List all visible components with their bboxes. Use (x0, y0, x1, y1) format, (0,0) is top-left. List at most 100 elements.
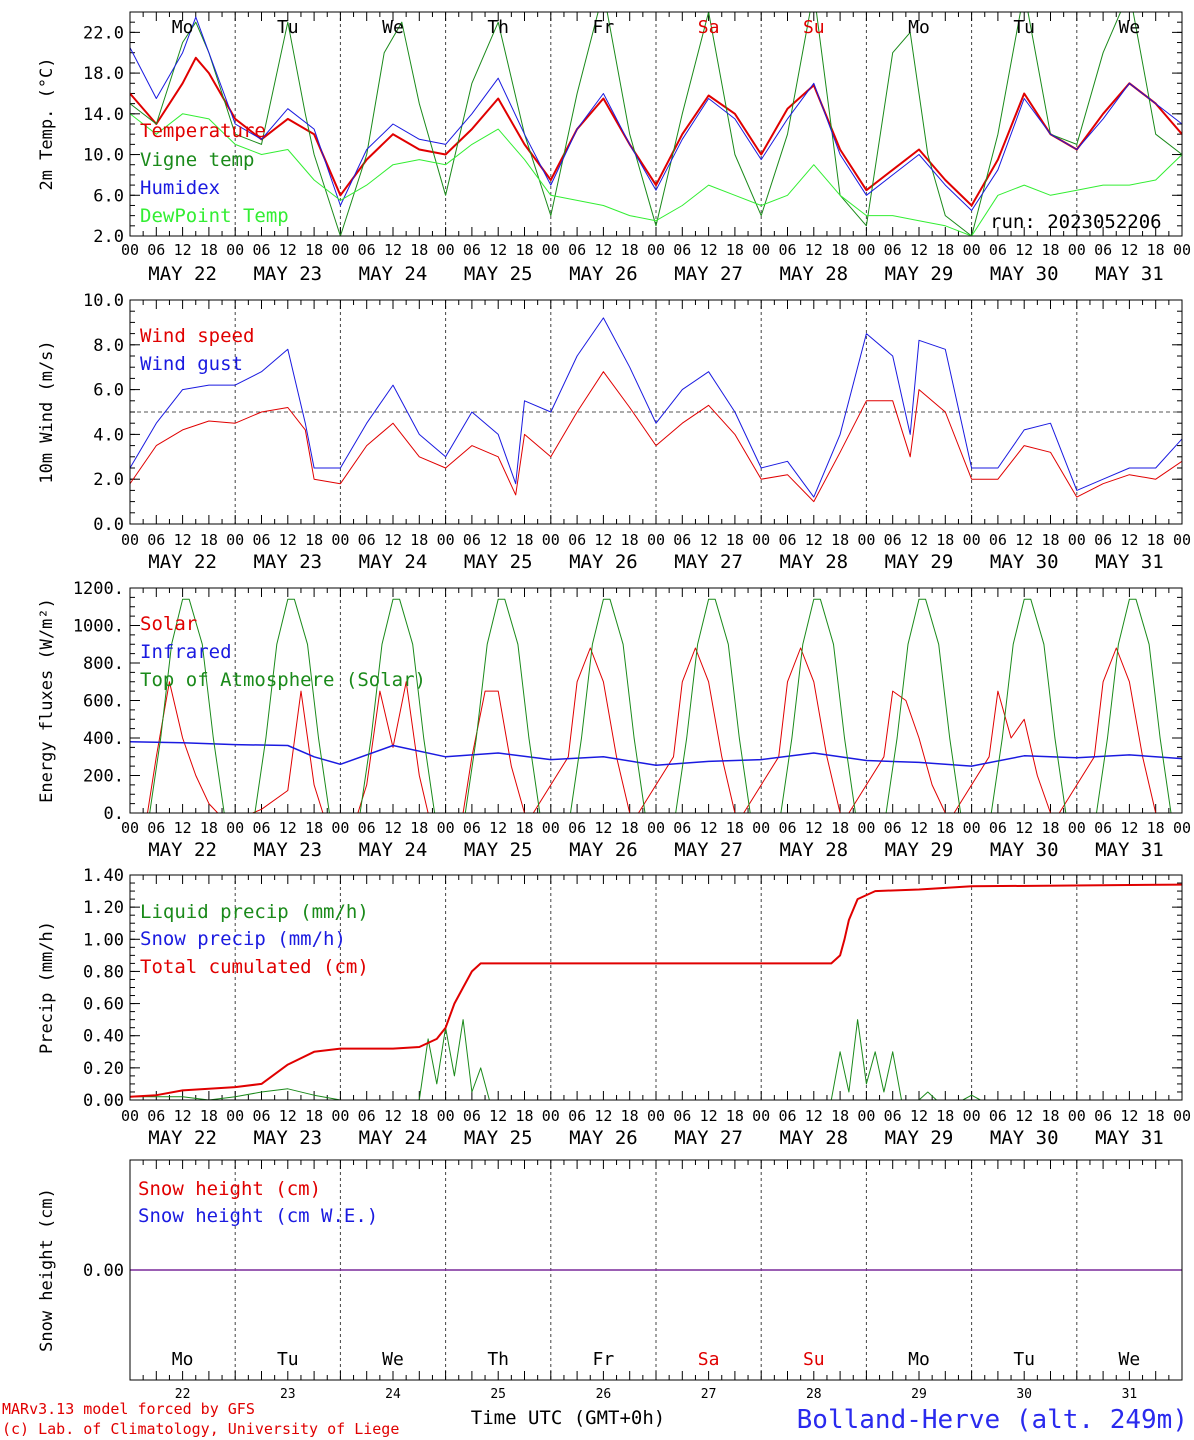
legend-entry: Wind gust (140, 353, 243, 375)
hour-tick-label: 00 (331, 1107, 349, 1125)
hour-tick-label: 00 (857, 819, 875, 837)
date-label: MAY 29 (885, 839, 954, 861)
hour-tick-label: 00 (752, 531, 770, 549)
hour-tick-label: 18 (515, 241, 533, 259)
day-of-week-label: Fr (593, 17, 615, 38)
panel-frame (129, 587, 1183, 814)
legend-entry: Snow height (cm W.E.) (138, 1205, 378, 1227)
hour-tick-label: 12 (700, 241, 718, 259)
hour-tick-label: 00 (437, 1107, 455, 1125)
date-label: MAY 25 (464, 839, 533, 861)
y-tick-label: 6.0 (93, 186, 124, 206)
date-label: MAY 28 (779, 263, 848, 285)
hour-tick-label: 12 (805, 531, 823, 549)
series-line-vigne-temp (130, 12, 1182, 236)
day-of-week-label: Th (487, 1349, 509, 1370)
date-label: MAY 31 (1095, 1127, 1164, 1149)
day-of-week-label: Sa (698, 1349, 720, 1370)
hour-tick-label: 06 (989, 819, 1007, 837)
run-label: run: 2023052206 (990, 211, 1162, 233)
hour-tick-label: 00 (647, 1107, 665, 1125)
hour-tick-label: 06 (147, 1107, 165, 1125)
date-label: MAY 23 (253, 551, 322, 573)
hour-tick-label: 00 (857, 1107, 875, 1125)
series-line-top-of-atmosphere-solar (130, 598, 1182, 813)
day-number-label: 22 (175, 1387, 191, 1402)
y-tick-label: 2.0 (93, 227, 124, 247)
hour-tick-label: 06 (1094, 531, 1112, 549)
hour-tick-label: 06 (252, 1107, 270, 1125)
hour-tick-label: 00 (331, 819, 349, 837)
hour-tick-label: 06 (463, 531, 481, 549)
day-of-week-label: Sa (698, 17, 720, 38)
hour-tick-label: 06 (778, 531, 796, 549)
lab-credit: (c) Lab. of Climatology, University of L… (2, 1420, 399, 1438)
day-of-week-label: Th (487, 17, 509, 38)
hour-tick-label: 12 (1120, 531, 1138, 549)
hour-tick-label: 18 (1147, 531, 1165, 549)
hour-tick-label: 18 (1041, 819, 1059, 837)
hour-tick-label: 18 (410, 819, 428, 837)
day-of-week-label: We (1119, 17, 1141, 38)
date-label: MAY 22 (148, 551, 217, 573)
hour-tick-label: 18 (1147, 819, 1165, 837)
hour-tick-label: 18 (936, 819, 954, 837)
hour-tick-label: 18 (621, 241, 639, 259)
series-line-liquid-precip-mm-h (130, 1019, 1182, 1100)
y-tick-label: 0.20 (83, 1059, 124, 1079)
hour-tick-label: 00 (121, 241, 139, 259)
y-tick-label: 1.40 (83, 866, 124, 886)
series-line-wind-speed (130, 371, 1182, 503)
date-label: MAY 25 (464, 1127, 533, 1149)
hour-tick-label: 18 (831, 819, 849, 837)
hour-tick-label: 18 (410, 531, 428, 549)
date-label: MAY 26 (569, 839, 638, 861)
hour-tick-label: 18 (200, 1107, 218, 1125)
date-label: MAY 24 (359, 1127, 428, 1149)
y-tick-label: 6.0 (93, 381, 124, 401)
panel-precip: 0.00 0.20 0.40 0.60 0.80 1.00 1.20 1.40 Precip (… (37, 866, 1191, 1149)
y-tick-label: 0.00 (83, 1261, 124, 1281)
hour-tick-label: 18 (305, 241, 323, 259)
hour-tick-label: 00 (1068, 819, 1086, 837)
date-label: MAY 31 (1095, 263, 1164, 285)
y-axis-title: 10m Wind (m/s) (37, 340, 57, 483)
series-line-humidex (130, 16, 1182, 211)
y-tick-label: 1.20 (83, 898, 124, 918)
model-credit: MARv3.13 model forced by GFS (2, 1400, 255, 1418)
hour-tick-label: 12 (910, 819, 928, 837)
day-number-label: 23 (280, 1387, 296, 1402)
y-tick-label: 0.80 (83, 962, 124, 982)
date-label: MAY 30 (990, 551, 1059, 573)
hour-tick-label: 18 (621, 531, 639, 549)
hour-tick-label: 00 (542, 819, 560, 837)
date-label: MAY 30 (990, 839, 1059, 861)
y-tick-label: 1200. (73, 579, 124, 599)
hour-tick-label: 06 (147, 531, 165, 549)
date-label: MAY 27 (674, 839, 743, 861)
hour-tick-label: 06 (673, 241, 691, 259)
y-tick-label: 14.0 (83, 105, 124, 125)
panel-frame (129, 1159, 1183, 1381)
hour-tick-label: 00 (121, 1107, 139, 1125)
hour-tick-label: 06 (989, 531, 1007, 549)
hour-tick-label: 00 (331, 241, 349, 259)
hour-tick-label: 12 (279, 531, 297, 549)
hour-tick-label: 06 (673, 819, 691, 837)
footer: MARv3.13 model forced by GFS (c) Lab. of … (2, 1400, 1188, 1438)
date-label: MAY 31 (1095, 551, 1164, 573)
hour-tick-label: 18 (621, 1107, 639, 1125)
hour-tick-label: 00 (1173, 1107, 1191, 1125)
hour-tick-label: 00 (857, 531, 875, 549)
day-number-label: 24 (385, 1387, 401, 1402)
hour-tick-label: 00 (647, 819, 665, 837)
date-label: MAY 26 (569, 1127, 638, 1149)
day-number-label: 29 (911, 1387, 927, 1402)
hour-tick-label: 18 (1041, 1107, 1059, 1125)
hour-tick-label: 06 (568, 819, 586, 837)
hour-tick-label: 06 (989, 1107, 1007, 1125)
hour-tick-label: 06 (1094, 819, 1112, 837)
day-of-week-label: Tu (1013, 1349, 1035, 1370)
hour-tick-label: 12 (594, 241, 612, 259)
